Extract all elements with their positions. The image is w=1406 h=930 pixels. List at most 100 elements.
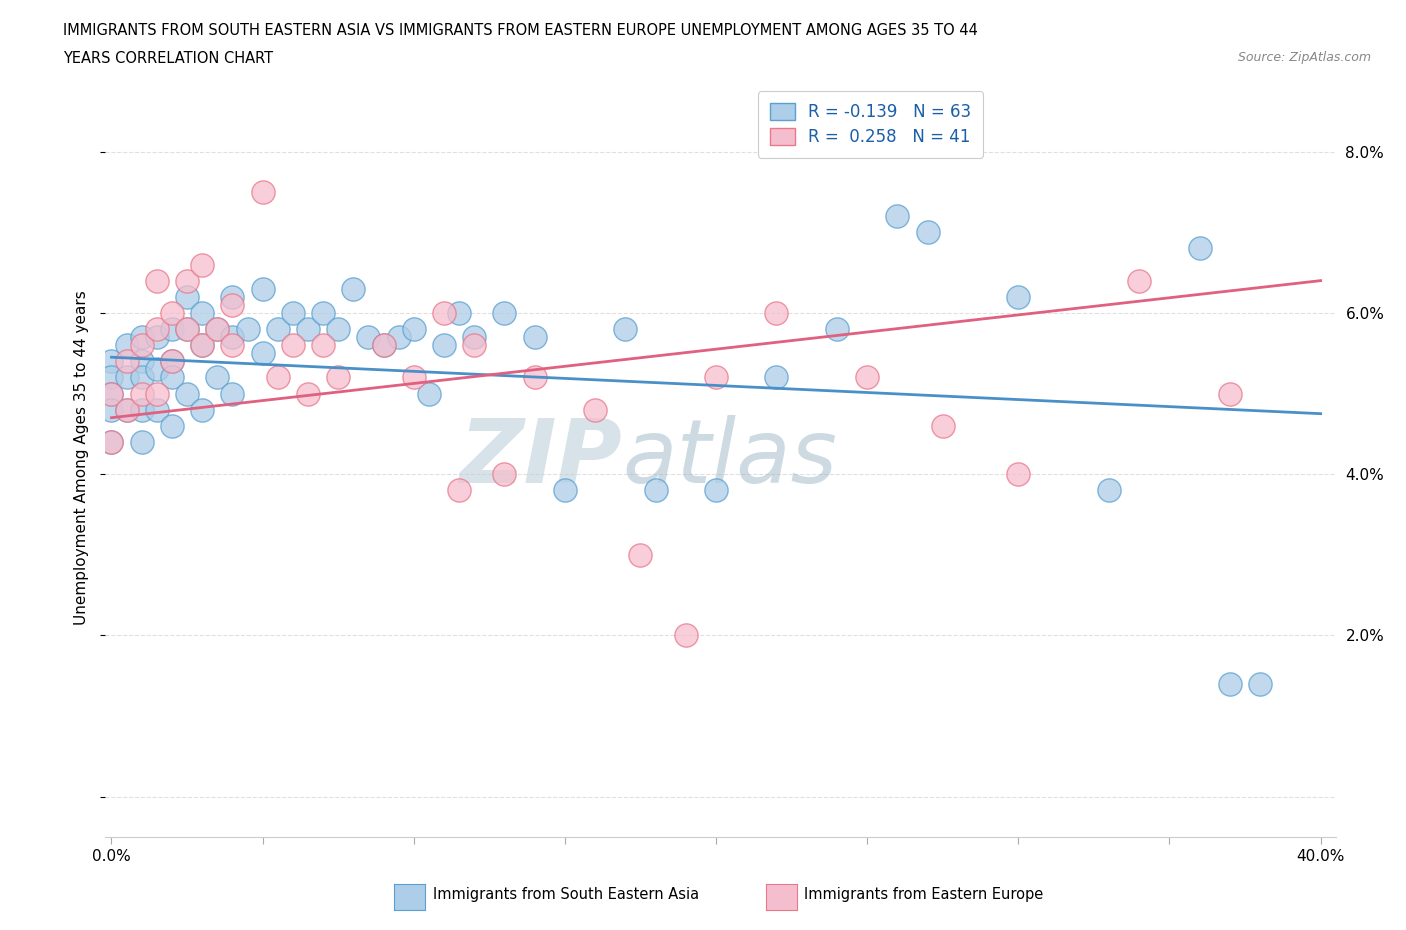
Point bbox=[131, 386, 153, 401]
Point bbox=[1249, 676, 1271, 691]
Point bbox=[917, 225, 939, 240]
Point bbox=[1128, 273, 1150, 288]
Point bbox=[1188, 241, 1211, 256]
Point bbox=[765, 370, 787, 385]
Point bbox=[373, 338, 395, 352]
Text: atlas: atlas bbox=[621, 415, 837, 501]
Point bbox=[418, 386, 440, 401]
Point bbox=[176, 386, 198, 401]
Point bbox=[146, 386, 169, 401]
Point bbox=[191, 338, 214, 352]
Point bbox=[115, 402, 138, 417]
Point bbox=[267, 370, 290, 385]
Point bbox=[221, 329, 243, 344]
Point bbox=[494, 305, 516, 320]
Point bbox=[388, 329, 411, 344]
Point bbox=[357, 329, 380, 344]
Point bbox=[100, 386, 122, 401]
Point bbox=[236, 322, 259, 337]
Point bbox=[281, 305, 304, 320]
Point bbox=[583, 402, 606, 417]
Point bbox=[523, 329, 546, 344]
Point bbox=[191, 305, 214, 320]
Text: Immigrants from South Eastern Asia: Immigrants from South Eastern Asia bbox=[433, 887, 699, 902]
Point bbox=[115, 402, 138, 417]
Point bbox=[100, 434, 122, 449]
Point bbox=[932, 418, 955, 433]
Point bbox=[523, 370, 546, 385]
Point bbox=[131, 329, 153, 344]
Point bbox=[312, 338, 335, 352]
Point bbox=[100, 353, 122, 368]
Point bbox=[554, 483, 576, 498]
Point bbox=[146, 402, 169, 417]
Point bbox=[1098, 483, 1121, 498]
Point bbox=[131, 434, 153, 449]
Point bbox=[221, 298, 243, 312]
Point bbox=[252, 184, 274, 199]
Point bbox=[146, 322, 169, 337]
Point bbox=[1007, 289, 1029, 304]
Point bbox=[160, 305, 183, 320]
Point bbox=[100, 434, 122, 449]
Point bbox=[176, 273, 198, 288]
Point bbox=[449, 483, 471, 498]
Point bbox=[886, 208, 908, 223]
Point bbox=[100, 386, 122, 401]
Point bbox=[115, 353, 138, 368]
Point bbox=[704, 370, 727, 385]
Point bbox=[252, 281, 274, 296]
Point bbox=[146, 273, 169, 288]
Point bbox=[1219, 676, 1241, 691]
Point bbox=[176, 322, 198, 337]
Point bbox=[115, 338, 138, 352]
Point bbox=[312, 305, 335, 320]
Point bbox=[131, 338, 153, 352]
Text: Source: ZipAtlas.com: Source: ZipAtlas.com bbox=[1237, 51, 1371, 64]
Point bbox=[160, 322, 183, 337]
Point bbox=[463, 338, 485, 352]
Point bbox=[160, 353, 183, 368]
Point bbox=[146, 362, 169, 377]
Point bbox=[402, 370, 425, 385]
Point bbox=[328, 322, 350, 337]
Point bbox=[281, 338, 304, 352]
Point bbox=[630, 548, 652, 563]
Point bbox=[252, 346, 274, 361]
Y-axis label: Unemployment Among Ages 35 to 44 years: Unemployment Among Ages 35 to 44 years bbox=[75, 291, 90, 625]
Point bbox=[131, 402, 153, 417]
Point bbox=[100, 402, 122, 417]
Text: IMMIGRANTS FROM SOUTH EASTERN ASIA VS IMMIGRANTS FROM EASTERN EUROPE UNEMPLOYMEN: IMMIGRANTS FROM SOUTH EASTERN ASIA VS IM… bbox=[63, 23, 979, 38]
Point bbox=[1007, 467, 1029, 482]
Point bbox=[146, 329, 169, 344]
Point bbox=[644, 483, 666, 498]
Point bbox=[704, 483, 727, 498]
Point bbox=[463, 329, 485, 344]
Point bbox=[160, 370, 183, 385]
Point bbox=[433, 338, 456, 352]
Point bbox=[856, 370, 879, 385]
Point bbox=[160, 418, 183, 433]
Point bbox=[160, 353, 183, 368]
Point bbox=[1219, 386, 1241, 401]
Point bbox=[191, 338, 214, 352]
Point bbox=[221, 338, 243, 352]
Point bbox=[765, 305, 787, 320]
Point bbox=[115, 370, 138, 385]
Point bbox=[297, 386, 319, 401]
Point bbox=[207, 322, 229, 337]
Point bbox=[494, 467, 516, 482]
Legend: R = -0.139   N = 63, R =  0.258   N = 41: R = -0.139 N = 63, R = 0.258 N = 41 bbox=[758, 91, 983, 157]
Point bbox=[207, 322, 229, 337]
Point bbox=[221, 386, 243, 401]
Point bbox=[675, 628, 697, 643]
Point bbox=[221, 289, 243, 304]
Point bbox=[449, 305, 471, 320]
Point bbox=[207, 370, 229, 385]
Point bbox=[433, 305, 456, 320]
Point bbox=[100, 370, 122, 385]
Point bbox=[614, 322, 637, 337]
Point bbox=[191, 257, 214, 272]
Point bbox=[267, 322, 290, 337]
Point bbox=[191, 402, 214, 417]
